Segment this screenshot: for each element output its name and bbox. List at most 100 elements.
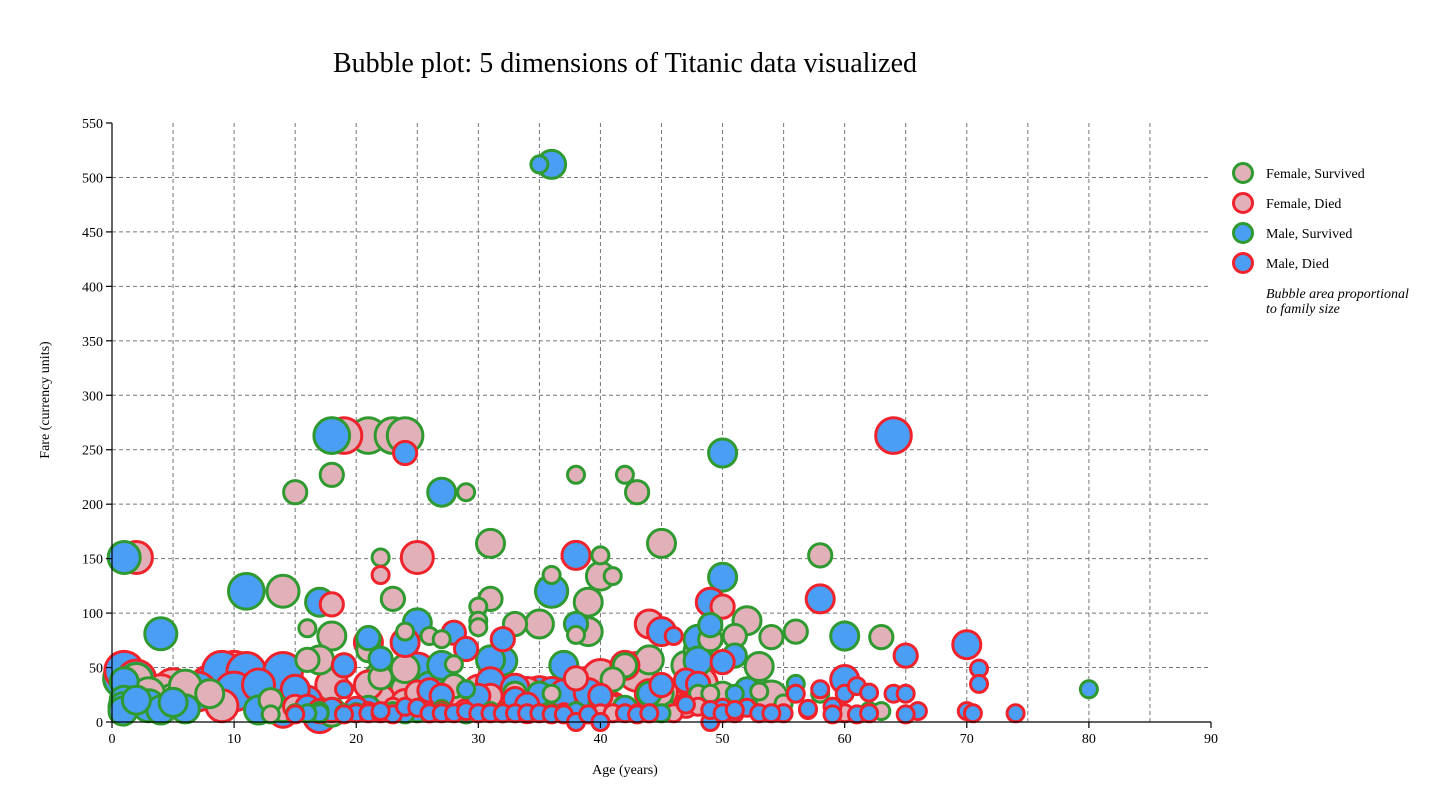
bubble-point [969,673,989,694]
bubble-point [370,565,391,585]
axes: 0 10 20 30 40 50 60 70 80 90 0 50 100 150 200 250 300 350… [82,117,1218,747]
y-tick-label: 50 [89,662,103,677]
bubble-point [312,416,352,455]
legend-label: Male, Died [1266,257,1329,272]
x-tick-label: 50 [716,732,730,747]
bubble-point [334,679,354,700]
bubble-point [399,540,435,575]
bubble-point [426,476,458,508]
x-tick-label: 70 [960,732,974,747]
bubble-point [761,703,782,724]
x-axis-label: Age (years) [592,763,658,778]
bubble-point [874,416,913,455]
bubble-point [798,698,818,719]
y-tick-label: 250 [82,444,103,459]
bubble-point [392,439,419,467]
bubble-point [260,704,281,725]
bubble-point [143,616,179,652]
y-tick-label: 350 [82,335,103,350]
bubble-point [297,618,318,639]
bubble-point [566,464,586,485]
bubble-point [282,479,309,506]
bubble-point [749,681,770,702]
bubble-point [285,704,306,725]
bubble-point [453,635,480,663]
bubble-point [707,561,739,593]
bubble-point [951,629,983,661]
legend-marker [1232,192,1254,214]
bubble-point [590,545,611,566]
bubble-point [697,612,724,639]
bubble-point [468,617,489,638]
x-tick-label: 10 [227,732,241,747]
bubble-point [859,682,880,703]
bubble-point [758,624,785,651]
x-tick-label: 40 [593,732,607,747]
bubble-point [646,527,677,559]
bubble-point [639,703,660,724]
y-tick-label: 100 [82,607,103,622]
bubble-point [868,624,895,651]
bubble-point [370,701,391,722]
bubble-point [120,684,152,716]
bubble-point [456,482,477,503]
legend-marker [1232,252,1254,274]
y-tick-label: 500 [82,171,103,186]
bubble-point [782,618,809,645]
bubble-point [529,154,550,175]
bubble-point [663,626,684,646]
bubble-point [367,645,394,672]
bubble-point [892,642,919,669]
bubble-point [724,683,745,704]
bubble-point [389,653,421,685]
bubble-point [370,547,391,568]
bubble-layer [102,148,1099,735]
bubble-point [822,704,843,725]
bubble-point [810,679,831,700]
bubble-point [330,652,358,679]
bubble-point [895,683,916,704]
bubble-point [355,625,382,652]
bubble-point [395,621,416,642]
bubble-point [431,629,452,650]
bubble-point [157,686,189,718]
bubble-point [265,573,301,609]
y-tick-label: 400 [82,280,103,295]
y-axis-label: Fare (currency units) [38,341,53,459]
bubble-point [566,624,586,645]
legend-label: Male, Survived [1266,227,1352,242]
bubble-point [456,679,477,700]
legend-note-line-1: Bubble area proportional [1266,287,1409,302]
legend: Female, Survived Female, Died Male, Surviv… [1232,162,1365,274]
bubble-point [106,540,142,575]
bubble-point [804,583,836,615]
bubble-point [1005,703,1026,724]
chart-title: Bubble plot: 5 dimensions of Titanic dat… [333,48,917,79]
bubble-point [624,479,651,506]
bubble-point [443,654,464,675]
x-tick-label: 60 [838,732,852,747]
bubble-point [294,646,321,674]
y-tick-label: 150 [82,553,103,568]
y-tick-label: 200 [82,498,103,513]
bubble-point [709,649,736,676]
bubble-point [602,566,623,587]
y-tick-label: 0 [96,716,103,731]
bubble-point [379,585,406,613]
x-tick-label: 30 [471,732,485,747]
bubble-point [648,671,675,699]
bubble-point [334,704,354,725]
bubble-point [614,464,635,485]
bubble-point [541,565,562,585]
bubble-point [829,620,861,652]
bubble-point [318,461,345,488]
x-tick-label: 80 [1082,732,1096,747]
legend-label: Female, Survived [1266,167,1365,182]
y-tick-label: 450 [82,226,103,241]
bubble-point [560,539,592,571]
bubble-point [807,542,834,569]
bubble-point [675,694,696,715]
bubble-point [318,591,345,618]
bubble-point [743,651,775,682]
